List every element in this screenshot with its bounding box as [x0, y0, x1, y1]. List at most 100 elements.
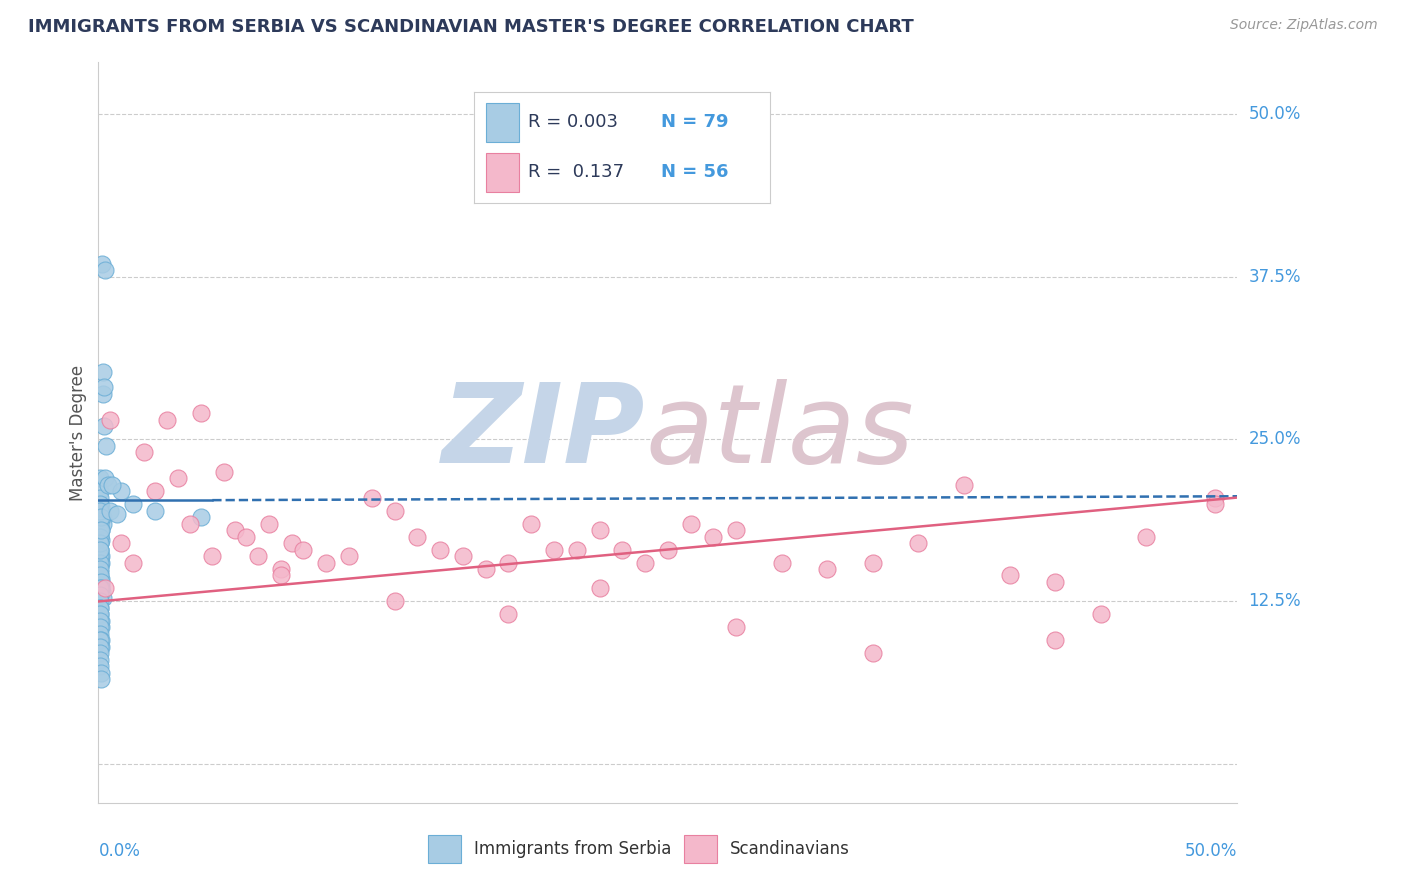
Text: ZIP: ZIP: [441, 379, 645, 486]
Point: [89, 471, 111, 485]
Point: [90, 523, 112, 537]
Point: [634, 556, 657, 570]
Point: [89, 653, 111, 667]
Point: [90, 533, 112, 548]
Point: [725, 620, 748, 634]
Point: [93, 380, 115, 394]
Point: [90, 585, 112, 599]
Point: [89, 491, 111, 505]
Point: [337, 549, 360, 563]
Point: [179, 516, 201, 531]
Point: [145, 484, 167, 499]
Point: [89, 633, 111, 648]
Point: [94, 471, 117, 485]
Point: [520, 516, 543, 531]
Point: [90, 257, 112, 271]
Text: 12.5%: 12.5%: [1249, 592, 1301, 610]
Point: [91, 365, 114, 379]
Point: [98, 412, 121, 426]
Point: [89, 542, 111, 557]
Point: [90, 574, 112, 589]
Point: [1204, 491, 1226, 505]
Point: [224, 523, 246, 537]
Point: [89, 565, 111, 579]
Point: [121, 556, 143, 570]
Point: [96, 477, 118, 491]
Point: [89, 523, 111, 537]
Point: [498, 556, 520, 570]
Point: [90, 510, 112, 524]
Text: 25.0%: 25.0%: [1249, 430, 1301, 448]
Point: [94, 263, 117, 277]
Point: [235, 529, 257, 543]
Point: [89, 607, 111, 622]
Point: [246, 549, 269, 563]
Point: [384, 594, 406, 608]
Text: atlas: atlas: [645, 379, 914, 486]
Point: [474, 562, 496, 576]
Point: [315, 556, 337, 570]
Point: [201, 549, 224, 563]
Point: [89, 620, 111, 634]
Point: [270, 562, 292, 576]
Point: [90, 556, 112, 570]
Point: [91, 386, 114, 401]
Point: [1204, 497, 1226, 511]
Point: [105, 508, 128, 522]
Point: [90, 633, 112, 648]
Point: [588, 582, 610, 596]
Point: [360, 491, 382, 505]
Point: [89, 601, 111, 615]
Point: [89, 497, 111, 511]
Point: [862, 556, 884, 570]
Point: [110, 484, 132, 499]
Point: [89, 542, 111, 557]
Point: [702, 529, 724, 543]
Point: [384, 503, 406, 517]
Point: [89, 556, 111, 570]
Point: [89, 640, 111, 654]
Text: 37.5%: 37.5%: [1249, 268, 1301, 285]
Point: [429, 542, 451, 557]
Point: [89, 582, 111, 596]
Point: [1090, 607, 1112, 622]
Point: [89, 536, 111, 550]
Point: [167, 471, 190, 485]
Point: [725, 523, 748, 537]
Point: [212, 465, 235, 479]
Point: [89, 536, 111, 550]
Point: [89, 588, 111, 602]
Point: [145, 503, 167, 517]
Point: [93, 516, 115, 531]
Point: [90, 582, 112, 596]
Point: [89, 627, 111, 641]
Point: [91, 510, 114, 524]
Point: [259, 516, 281, 531]
Point: [498, 607, 520, 622]
Point: [281, 536, 304, 550]
Point: [679, 516, 702, 531]
Point: [190, 406, 212, 420]
Point: [89, 503, 111, 517]
Point: [451, 549, 474, 563]
Text: IMMIGRANTS FROM SERBIA VS SCANDINAVIAN MASTER'S DEGREE CORRELATION CHART: IMMIGRANTS FROM SERBIA VS SCANDINAVIAN M…: [28, 18, 914, 36]
Point: [815, 562, 838, 576]
Point: [89, 551, 111, 566]
Point: [90, 510, 112, 524]
Point: [156, 412, 179, 426]
Point: [1043, 633, 1066, 648]
Point: [98, 503, 121, 517]
Y-axis label: Master's Degree: Master's Degree: [69, 365, 87, 500]
Point: [190, 510, 212, 524]
Point: [89, 594, 111, 608]
Point: [89, 525, 111, 540]
Point: [90, 640, 112, 654]
Text: 0.0%: 0.0%: [98, 842, 141, 860]
Text: Source: ZipAtlas.com: Source: ZipAtlas.com: [1230, 18, 1378, 32]
Point: [89, 516, 111, 531]
Point: [89, 559, 111, 574]
Point: [90, 508, 112, 522]
Point: [101, 477, 124, 491]
Point: [91, 591, 114, 605]
Point: [565, 542, 588, 557]
